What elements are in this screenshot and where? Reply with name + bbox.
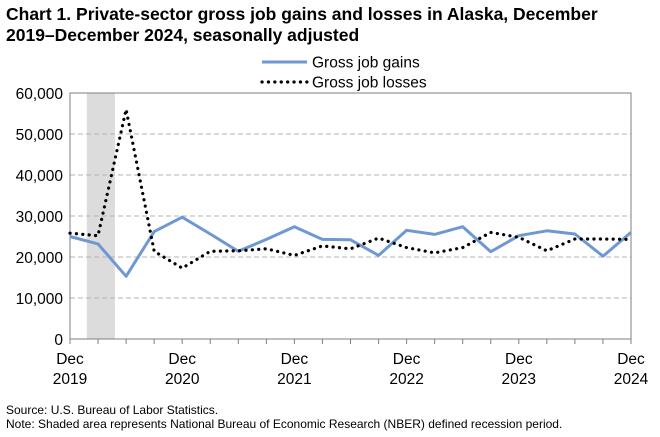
legend: Gross job gains Gross job losses xyxy=(260,55,427,92)
y-tick-label: 0 xyxy=(54,332,63,349)
gross-job-gains-line xyxy=(69,215,632,278)
x-tick-label-year: 2023 xyxy=(502,371,536,388)
axis-layer: 0 10,000 20,000 30,000 40,000 50,000 60,000 Dec… xyxy=(16,86,649,388)
y-tick-label: 50,000 xyxy=(16,127,64,144)
source-note: Source: U.S. Bureau of Labor Statistics. xyxy=(6,403,219,417)
x-tick-label-month: Dec xyxy=(281,351,309,368)
legend-label-gains: Gross job gains xyxy=(312,55,420,72)
y-tick-label: 60,000 xyxy=(16,86,64,103)
x-tick-label-year: 2024 xyxy=(614,371,649,388)
x-tick-label-month: Dec xyxy=(505,351,533,368)
y-tick-label: 20,000 xyxy=(16,250,64,267)
x-tick-label-month: Dec xyxy=(168,351,196,368)
x-tick-label-year: 2021 xyxy=(277,371,311,388)
grid-layer xyxy=(70,133,631,299)
x-tick-label-month: Dec xyxy=(56,351,84,368)
recession-note: Note: Shaded area represents National Bu… xyxy=(6,417,563,431)
chart-footer: Source: U.S. Bureau of Labor Statistics.… xyxy=(6,403,562,431)
x-tick-label-month: Dec xyxy=(393,351,421,368)
chart-title: Chart 1. Private-sector gross job gains … xyxy=(6,4,598,45)
x-tick-label-month: Dec xyxy=(617,351,645,368)
gross-job-losses-line xyxy=(68,107,633,270)
x-tick-label-year: 2020 xyxy=(165,371,200,388)
y-tick-label: 40,000 xyxy=(16,168,64,185)
legend-label-losses: Gross job losses xyxy=(312,75,427,92)
x-tick-label-year: 2019 xyxy=(53,371,87,388)
y-tick-label: 10,000 xyxy=(16,291,64,308)
x-tick-label-year: 2022 xyxy=(389,371,423,388)
y-tick-label: 30,000 xyxy=(16,209,64,226)
series-layer xyxy=(68,107,633,278)
